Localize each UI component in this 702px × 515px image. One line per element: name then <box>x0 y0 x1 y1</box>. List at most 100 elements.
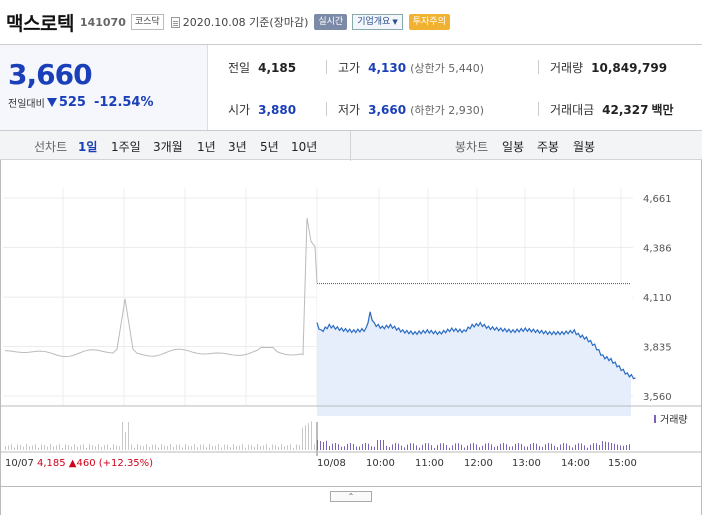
volume-bar <box>551 443 552 450</box>
volume-bar-prev <box>11 444 12 450</box>
volume-bar <box>341 446 342 450</box>
period-3m[interactable]: 3개월 <box>153 140 183 154</box>
volume-bar-prev <box>104 445 105 450</box>
volume-bar-prev <box>299 445 300 450</box>
prev-day-info: 4,185 ▲460 (+12.35%) <box>37 458 153 469</box>
volume-bar <box>617 444 618 450</box>
volume-bar <box>353 443 354 450</box>
stock-name: 맥스로텍 <box>6 12 74 35</box>
volume-bar-prev <box>80 445 81 450</box>
x-tick-label: 14:00 <box>561 458 590 469</box>
volume-bar <box>368 443 369 450</box>
volume-bar-prev <box>56 445 57 450</box>
volume-bar-prev <box>77 446 78 450</box>
period-3y[interactable]: 3년 <box>228 140 247 154</box>
volume-bar-prev <box>44 445 45 450</box>
volume-bar <box>389 447 390 450</box>
volume-bar <box>410 443 411 450</box>
divider <box>350 131 351 161</box>
volume-bar <box>503 443 504 450</box>
stat-value: 3,880 <box>258 103 297 117</box>
volume-bar <box>425 443 426 450</box>
volume-bar-prev <box>170 444 171 450</box>
volume-bar-prev <box>17 444 18 450</box>
volume-bar-prev <box>29 446 30 450</box>
volume-bar <box>446 444 447 450</box>
volume-bar-prev <box>50 444 51 450</box>
period-10y[interactable]: 10년 <box>291 140 318 154</box>
volume-bar <box>626 444 627 450</box>
volume-bar <box>590 444 591 450</box>
volume-bar <box>578 443 579 450</box>
volume-bar-prev <box>191 445 192 450</box>
period-1y[interactable]: 1년 <box>197 140 216 154</box>
volume-bar <box>383 440 384 450</box>
volume-bar-prev <box>146 444 147 450</box>
volume-bar-prev <box>116 445 117 450</box>
volume-bar <box>485 443 486 450</box>
volume-bar-prev <box>164 445 165 450</box>
price-box: 3,660 전일대비 525 -12.54% <box>0 45 208 131</box>
volume-bar-prev <box>14 447 15 450</box>
volume-bar <box>380 440 381 450</box>
company-info-label: 기업개요 <box>357 17 391 27</box>
divider <box>326 102 327 116</box>
volume-bar <box>593 443 594 450</box>
prev-day-line <box>4 217 318 358</box>
volume-bar-prev <box>233 444 234 450</box>
volume-bar <box>458 443 459 450</box>
stat-value: 3,660 <box>368 103 407 117</box>
market-badge: 코스닥 <box>130 14 164 30</box>
volume-bar-prev <box>26 444 27 450</box>
candle-daily[interactable]: 일봉 <box>502 140 525 154</box>
volume-bar-prev <box>137 444 138 450</box>
realtime-button[interactable]: 실시간 <box>314 14 348 30</box>
volume-bar-prev <box>62 447 63 450</box>
volume-bar <box>602 441 603 450</box>
volume-bar <box>392 444 393 450</box>
volume-bar-prev <box>221 447 222 450</box>
volume-bar-prev <box>272 444 273 450</box>
volume-bar <box>335 443 336 450</box>
quote-panel: 3,660 전일대비 525 -12.54% 전일 4,185 고가 4,130… <box>0 44 702 131</box>
volume-bar-prev <box>284 446 285 450</box>
period-bar: 선차트 1일 1주일 3개월 1년 3년 5년 10년 봉차트 일봉 주봉 월봉 <box>0 130 702 161</box>
volume-bar <box>512 446 513 450</box>
period-1w[interactable]: 1주일 <box>111 140 141 154</box>
stat-amount: 거래대금 42,327 백만 <box>550 101 674 118</box>
volume-bar-prev <box>179 444 180 450</box>
volume-bar-prev <box>35 444 36 450</box>
volume-bar <box>320 440 321 450</box>
volume-bar-prev <box>200 444 201 450</box>
period-5y[interactable]: 5년 <box>260 140 279 154</box>
volume-legend-swatch <box>654 415 656 423</box>
volume-bar <box>401 445 402 450</box>
volume-bar-prev <box>128 422 129 450</box>
volume-bar-prev <box>287 445 288 450</box>
volume-bar <box>374 446 375 450</box>
volume-bar-prev <box>134 447 135 450</box>
volume-bar-prev <box>74 444 75 450</box>
volume-bar <box>428 443 429 450</box>
collapse-button[interactable]: ⌃ <box>330 491 372 502</box>
volume-bar <box>329 445 330 450</box>
volume-bar <box>548 443 549 450</box>
candle-monthly[interactable]: 월봉 <box>573 140 596 154</box>
period-1d[interactable]: 1일 <box>78 140 98 154</box>
upper-limit: (상한가 5,440) <box>410 62 484 75</box>
volume-bar-prev <box>20 444 21 450</box>
volume-bar <box>431 445 432 450</box>
stat-label: 전일 <box>228 61 251 75</box>
volume-bar-prev <box>98 444 99 450</box>
volume-bar-prev <box>227 444 228 450</box>
current-price: 3,660 <box>8 58 93 91</box>
chevron-up-icon: ⌃ <box>347 492 355 501</box>
volume-bar <box>377 440 378 450</box>
candle-weekly[interactable]: 주봉 <box>537 140 560 154</box>
volume-bar <box>323 441 324 450</box>
volume-bar <box>461 444 462 450</box>
volume-bar <box>404 447 405 450</box>
company-info-dropdown[interactable]: 기업개요 ▼ <box>352 14 403 30</box>
volume-bar-prev <box>188 445 189 450</box>
volume-bar <box>494 446 495 450</box>
